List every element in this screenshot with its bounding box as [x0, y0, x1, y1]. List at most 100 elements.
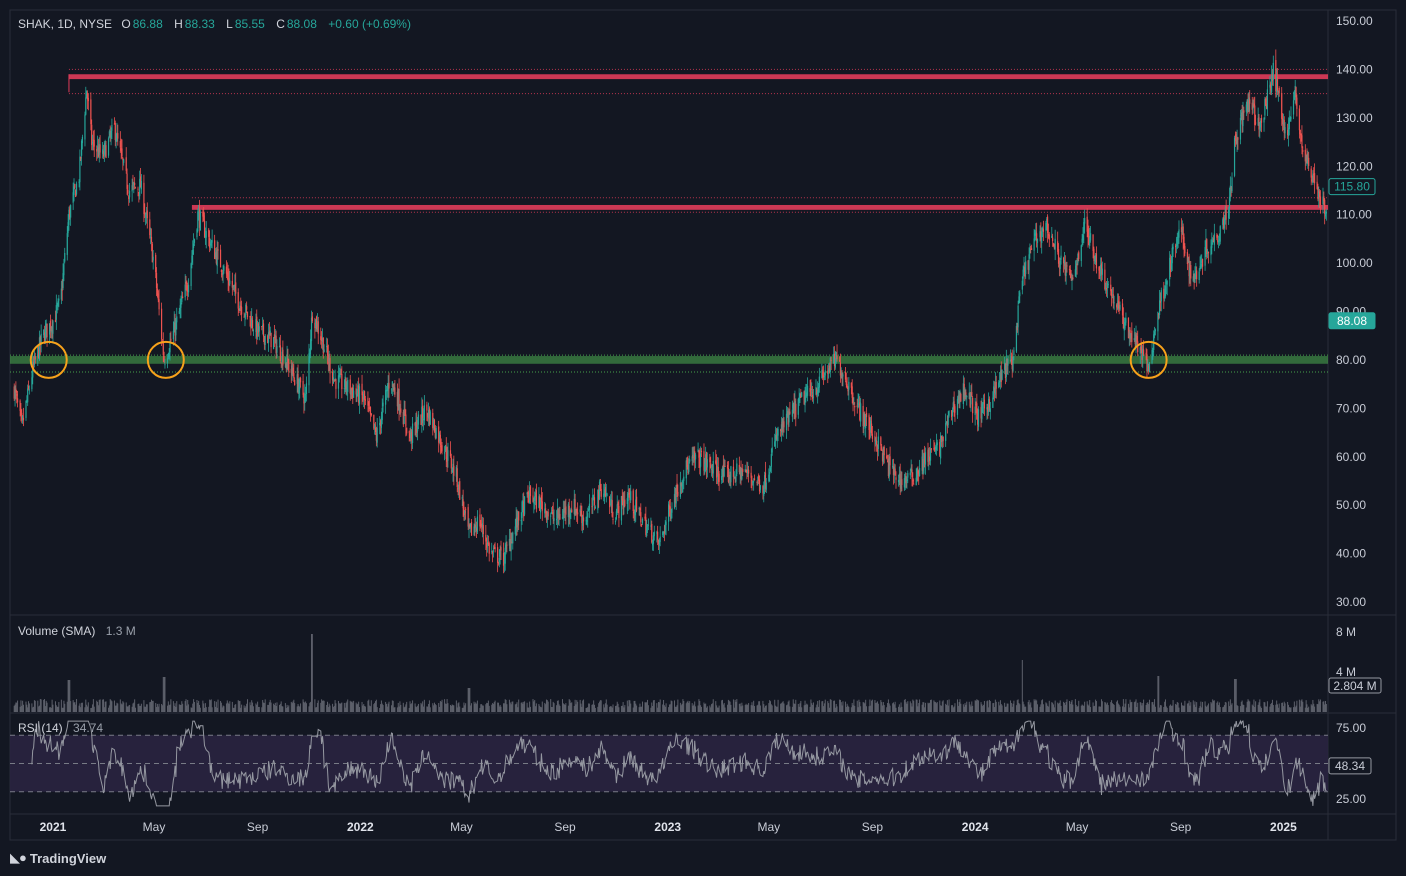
candle-body: [234, 284, 236, 289]
candle-body: [1087, 229, 1089, 238]
candle-body: [638, 508, 640, 510]
candle-body: [1210, 246, 1212, 256]
candle-body: [924, 452, 926, 464]
volume-bar: [150, 701, 152, 712]
volume-bar: [679, 702, 681, 712]
candle-body: [285, 363, 287, 367]
candle-body: [1271, 74, 1273, 93]
rsi-legend[interactable]: RSI (14) 34.74: [18, 721, 105, 735]
candle-body: [913, 483, 915, 485]
candle-body: [110, 130, 112, 138]
candle-body: [316, 323, 319, 331]
candle-body: [694, 451, 696, 461]
volume-bar: [1148, 699, 1150, 712]
volume-bar: [311, 634, 313, 712]
candle-body: [186, 285, 188, 292]
volume-bar: [533, 701, 535, 712]
candle-body: [1151, 350, 1153, 364]
volume-bar: [535, 706, 537, 712]
volume-bar: [105, 701, 107, 712]
volume-bar: [1224, 701, 1226, 712]
volume-legend[interactable]: Volume (SMA) 1.3 M: [18, 624, 138, 638]
circled-low-0: [29, 340, 68, 379]
candle-body: [1111, 296, 1114, 298]
candle-body: [486, 541, 489, 546]
volume-bar: [839, 699, 841, 712]
volume-bar: [1202, 701, 1204, 712]
volume-bar: [669, 704, 671, 712]
candle-body: [487, 542, 489, 545]
candle-body: [1178, 229, 1180, 238]
volume-bar: [508, 699, 510, 712]
brand[interactable]: ◣● TradingView: [10, 850, 106, 866]
volume-bar: [815, 707, 817, 712]
symbol-title[interactable]: SHAK, 1D, NYSE: [18, 17, 113, 31]
candle-body: [1022, 269, 1024, 279]
volume-bar: [1205, 705, 1207, 712]
volume-bar: [108, 705, 110, 712]
candle-body: [470, 521, 473, 536]
volume-bar: [482, 705, 484, 712]
candle-body: [339, 373, 341, 377]
candle-body: [650, 525, 652, 527]
volume-bar: [476, 703, 478, 712]
candle-body: [918, 468, 921, 477]
candle-body: [16, 394, 18, 396]
candle-body: [686, 460, 688, 468]
candle-body: [787, 410, 789, 425]
candle-body: [1290, 116, 1292, 120]
candle-body: [764, 472, 767, 489]
candle-body: [1298, 108, 1301, 131]
volume-bar: [509, 702, 511, 712]
candle-body: [455, 466, 457, 477]
candle-body: [687, 464, 689, 474]
volume-bar: [1325, 700, 1327, 712]
volume-bar: [163, 677, 165, 712]
candle-body: [387, 384, 389, 392]
low-label: L: [226, 17, 233, 31]
volume-bar: [255, 703, 257, 712]
volume-bar: [1042, 699, 1044, 712]
candle-body: [469, 524, 471, 527]
candle-body: [274, 334, 276, 337]
volume-bar: [780, 703, 782, 712]
support-zone: [10, 356, 1328, 364]
candle-body: [741, 471, 743, 480]
candle-body: [1219, 226, 1221, 242]
candle-body: [1027, 260, 1029, 270]
volume-bar: [485, 704, 487, 712]
candle-body: [1205, 239, 1207, 250]
volume-bar: [577, 701, 579, 712]
candle-body: [1277, 90, 1279, 93]
volume-bar: [924, 707, 926, 712]
volume-bar: [936, 702, 938, 712]
candle-body: [1095, 253, 1098, 269]
candle-body: [534, 492, 537, 497]
candle-body: [1199, 266, 1201, 269]
volume-bar: [174, 703, 176, 712]
candle-body: [132, 182, 134, 184]
volume-bar: [1060, 705, 1062, 712]
candle-body: [623, 501, 625, 508]
candle-body: [66, 233, 68, 255]
volume-bar: [1245, 707, 1247, 712]
candle-body: [1110, 289, 1113, 297]
candle-body: [396, 392, 399, 407]
candle-body: [803, 391, 805, 405]
candle-body: [181, 296, 183, 303]
volume-bar: [455, 700, 457, 712]
volume-bar: [952, 707, 954, 712]
volume-bar: [1164, 701, 1166, 712]
candle-body: [170, 338, 172, 341]
volume-bar: [956, 699, 958, 712]
candle-body: [579, 509, 581, 513]
volume-bar: [332, 706, 334, 712]
volume-bar: [1113, 704, 1115, 712]
volume-bar: [423, 699, 425, 712]
volume-bar: [721, 700, 723, 712]
candle-body: [1040, 231, 1042, 241]
candle-body: [809, 388, 811, 392]
volume-bar: [856, 700, 858, 712]
candle-body: [163, 355, 165, 363]
